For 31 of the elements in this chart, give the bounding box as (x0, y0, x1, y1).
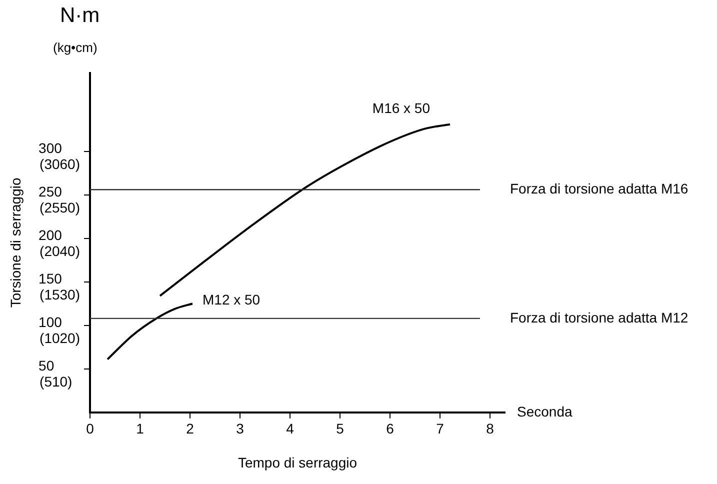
x-axis-title: Tempo di serraggio (238, 454, 358, 470)
x-tick-label: 0 (86, 420, 94, 437)
y-tick-label: 300 (38, 140, 62, 156)
x-tick-label: 3 (236, 420, 244, 437)
x-tick-label: 2 (186, 420, 194, 437)
x-tick-label: 4 (286, 420, 294, 437)
y-tick-label: 200 (38, 227, 62, 244)
y-tick-label: 100 (38, 314, 62, 330)
chart-title: N·m (60, 4, 100, 28)
x-tick-label: 7 (436, 420, 444, 437)
x-tick-label: 6 (386, 420, 394, 437)
y-tick-label: 150 (38, 270, 62, 287)
y2-tick-label: (3060) (40, 156, 80, 172)
line-series (106, 302, 194, 360)
y2-tick-label: (1020) (40, 330, 80, 346)
x-tick-label: 8 (486, 420, 494, 437)
y2-tick-label: (2040) (40, 243, 80, 260)
ref-line-label: Forza di torsione adatta M16 (510, 180, 688, 196)
y2-tick-label: (1530) (40, 286, 80, 303)
ref-line-label: Forza di torsione adatta M12 (510, 309, 688, 326)
x-tick-label: 1 (136, 420, 144, 437)
y2-tick-label: (2550) (40, 200, 80, 216)
text: Seconda (517, 403, 572, 420)
x-tick-label: 5 (336, 420, 344, 437)
y-tick-label: 250 (38, 184, 62, 200)
series-label: M12 x 50 (202, 291, 260, 308)
y-axis-title: Torsione di serraggio (7, 178, 24, 308)
chart-subtitle: (kg•cm) (53, 40, 98, 55)
y2-tick-label: (510) (40, 374, 72, 390)
y-tick-label: 50 (38, 358, 54, 374)
series-label: M16 x 50 (372, 100, 430, 116)
